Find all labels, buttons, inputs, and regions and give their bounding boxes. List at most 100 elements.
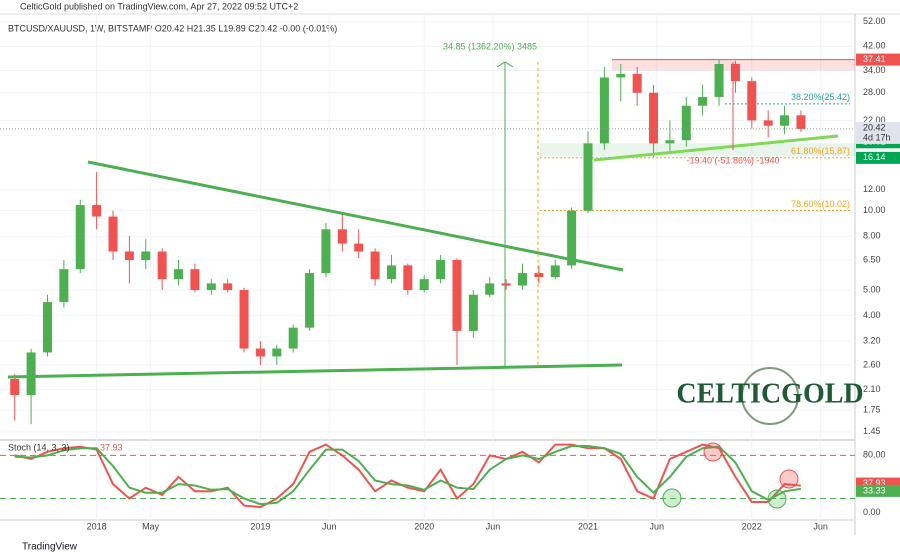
candle-body [796,115,806,129]
y-tick-label: 1.75 [863,405,881,415]
candle-body [42,302,53,353]
x-tick-label: Jun [650,521,665,531]
highlight-circle [703,442,723,462]
logo-emblem [741,367,799,425]
candle-body [501,283,511,286]
highlight-circle [779,469,799,489]
highlight-circle [662,488,682,508]
countdown: 4d 17h [863,132,891,142]
candle-body [141,251,151,261]
annotation: 34.85 (1362.20%) 3485 [443,41,537,51]
candle-body [747,81,757,121]
fib-label: 38.20%(25.42) [791,92,850,102]
candle-body [10,378,20,395]
candle-body [616,73,626,78]
candle-body [174,269,184,280]
candle-body [468,294,478,331]
candle-body [108,216,118,252]
candle-body [386,265,396,280]
candle-body [632,73,642,93]
indicator-value: 37.93 [100,442,123,452]
candle-body [124,251,134,261]
candle-body [157,251,167,280]
candle-body [698,96,708,106]
candle-body [92,205,102,217]
indicator-title: Stoch (14, 3, 3) [8,442,70,452]
x-tick-label: 2019 [250,521,270,531]
y-tick-label: 1.45 [863,426,881,436]
measure-arrow-head [496,61,514,68]
price-tag-label: 33.33 [863,485,886,495]
price-tag-label: 20.42 [863,122,886,132]
candle-body [206,283,216,291]
stoch-line [14,443,801,509]
price-tag-label: 37.93 [863,478,886,488]
candle-body [272,348,282,357]
y-tick-label: 12.00 [863,184,886,194]
x-tick-label: May [142,521,160,531]
y-tick-label: 42.00 [863,41,886,51]
y-tick-label: 2.60 [863,359,881,369]
candle-body [436,260,446,280]
candle-body [485,283,495,295]
x-tick-label: Jun [813,521,828,531]
price-tag [856,53,900,66]
y-tick-label: 0.00 [863,507,881,517]
price-tag-label: 16.14 [863,152,886,162]
candle-body [255,348,265,357]
candle-body [780,115,790,126]
candle-body [288,327,298,349]
y-tick-label: 3.20 [863,336,881,346]
candle-body [419,279,429,291]
candle-body [567,210,577,266]
y-tick-label: 2.10 [863,384,881,394]
y-tick-label: 10.00 [863,205,886,215]
x-tick-label: Jun [486,521,501,531]
candle-body [599,77,609,144]
candle-body [59,269,69,303]
candle-body [550,265,560,278]
candle-body [714,63,724,97]
x-tick-label: 2022 [742,521,762,531]
y-tick-label: 28.00 [863,87,886,97]
price-tag [856,151,900,164]
trendline [87,160,624,272]
fib-label: 78.60%(10.02) [791,199,850,209]
y-tick-label: 80.00 [863,450,886,460]
y-tick-label: 6.50 [863,254,881,264]
fib-label: 61.80%(15.87) [791,146,850,156]
symbol-line: BTCUSD/XAUUSD, 1W, BITSTAMP O20.42 H21.3… [8,23,337,33]
candle-body [223,283,233,291]
y-tick-label: 8.00 [863,231,881,241]
x-tick-label: 2021 [578,521,598,531]
candle-body [75,205,85,270]
x-tick-label: 2020 [414,521,434,531]
candle-body [190,269,200,291]
trendline [7,363,623,379]
candle-body [452,260,462,331]
candle-body [583,143,593,211]
candle-body [354,243,364,252]
candle-body [321,229,331,274]
x-tick-label: Jun [322,521,337,531]
highlight-circle [767,489,787,509]
footer: TradingView [22,542,78,553]
candle-body [730,63,740,82]
candle-body [649,92,659,144]
stoch-line [14,445,802,506]
candle-body [403,265,413,291]
y-tick-label: 52.00 [863,16,886,26]
candle-body [305,273,315,328]
price-tag-label: 37.41 [863,54,886,64]
annotation: -19.40 (-51.86%) -1940 [686,155,779,165]
header: CelticGold published on TradingView.com,… [20,1,298,11]
candle-body [239,290,249,349]
y-tick-label: 5.00 [863,284,881,294]
candle-body [26,352,36,395]
y-tick-label: 34.00 [863,65,886,75]
y-tick-label: 22.00 [863,115,886,125]
price-tag [856,484,900,497]
price-tag [856,121,900,144]
logo: CELTICGOLD [676,378,863,409]
